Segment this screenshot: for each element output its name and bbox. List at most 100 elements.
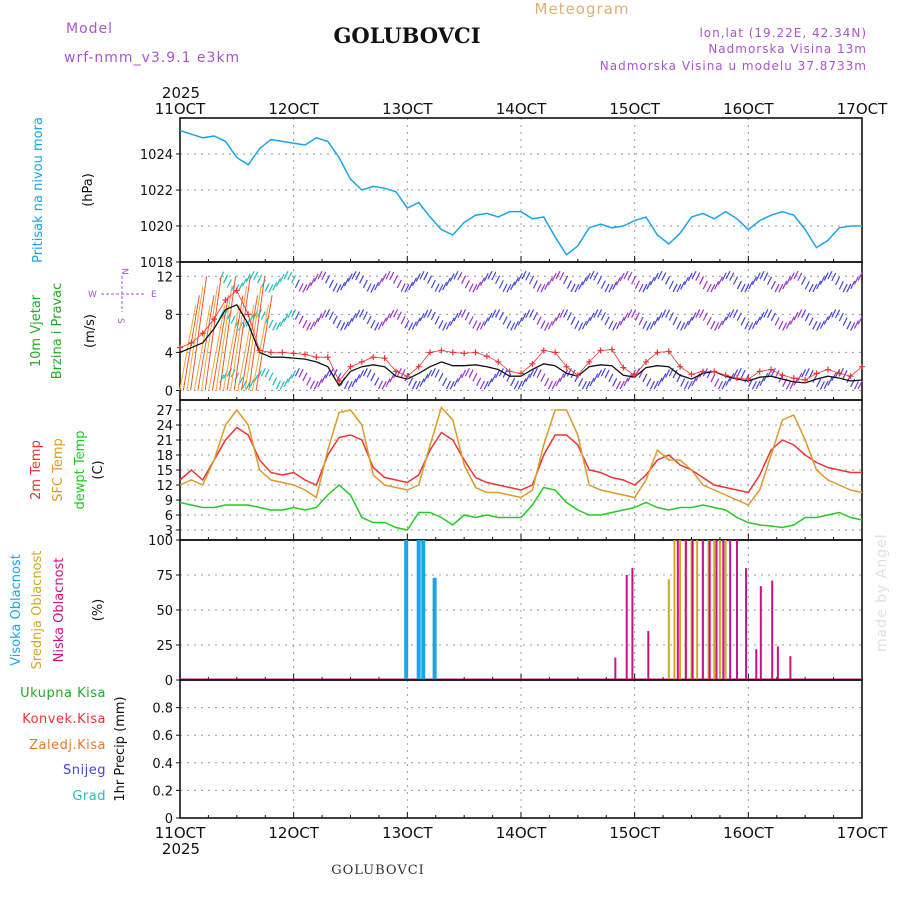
y-tick-label: 12 [156, 479, 173, 494]
wind-arrow [461, 309, 467, 318]
wind-arrow [789, 272, 795, 281]
gust-marker [540, 347, 547, 354]
wind-arrow [623, 377, 629, 387]
wind-arrow [351, 313, 357, 322]
wind-arrow [366, 369, 372, 378]
wind-arrow [396, 367, 402, 377]
y-axis-label: SFC Temp [51, 438, 66, 502]
series-sfc-temp [179, 406, 863, 506]
wind-arrow [751, 276, 757, 285]
wind-arrow [699, 309, 705, 318]
wind-arrow [336, 319, 342, 329]
wind-arrow [355, 271, 361, 281]
elevation-text: Nadmorska Visina 13m [708, 42, 867, 56]
precip-legend-label: Grad [72, 789, 106, 804]
wind-arrow [608, 283, 614, 293]
wind-arrow [623, 270, 629, 280]
wind-arrow [272, 322, 278, 331]
wind-arrow [717, 276, 723, 286]
wind-arrow [782, 280, 788, 290]
wind-arrow [343, 380, 349, 390]
wind-arrow [419, 270, 425, 280]
compass-s: S [115, 318, 125, 324]
panels: 1018 1020 1022 1024 Pritisak na nivou mora (h… [9, 117, 865, 827]
wind-arrow [857, 272, 863, 281]
y-tick-label: 24 [156, 419, 173, 434]
wind-arrow [336, 284, 342, 293]
wind-arrow [581, 276, 587, 286]
wind-arrow [226, 279, 232, 288]
wind-arrow [759, 377, 765, 386]
gust-marker [222, 297, 229, 304]
wind-arrow [714, 322, 720, 331]
gust-marker [506, 368, 513, 375]
y-tick-label: 0.4 [152, 757, 173, 772]
wind-arrow [464, 279, 470, 289]
wind-arrow [581, 380, 587, 390]
gust-marker [597, 347, 604, 354]
y-tick-label: 0 [165, 812, 173, 827]
y-tick-label: 100 [148, 534, 173, 549]
wind-arrow [260, 368, 266, 377]
wind-arrow [816, 322, 822, 331]
wind-arrow [695, 309, 701, 318]
wind-arrow [389, 309, 395, 319]
cloud-bar-niska-oblacnost [701, 540, 704, 680]
gust-marker [427, 349, 434, 356]
wind-arrow [321, 271, 327, 281]
wind-arrow [827, 270, 833, 280]
wind-arrow [283, 378, 289, 388]
wind-arrow [597, 309, 603, 318]
wind-arrow [540, 373, 546, 382]
wind-arrow [744, 320, 750, 330]
wind-arrow [665, 276, 671, 285]
wind-arrow [525, 271, 531, 281]
wind-arrow [665, 369, 671, 378]
x-tick-label-bottom: 16OCT [723, 824, 774, 842]
wind-arrow [774, 283, 780, 293]
x-tick-label-bottom: 12OCT [268, 824, 319, 842]
wind-arrow [374, 377, 380, 386]
cloud-bar-niska-oblacnost [745, 568, 748, 680]
wind-arrow [513, 277, 519, 286]
wind-arrow [857, 316, 863, 325]
gust-marker [620, 364, 627, 371]
wind-arrow [275, 277, 281, 287]
wind-arrow [804, 280, 810, 290]
wind-arrow [521, 270, 527, 280]
wind-arrow [366, 315, 372, 325]
wind-arrow [423, 373, 429, 383]
wind-arrow [551, 380, 557, 390]
wind-arrow [691, 270, 697, 280]
wind-arrow [710, 320, 716, 330]
y-axis-label: Brzina i Pravac [50, 283, 65, 380]
x-tick-label-top: 17OCT [837, 100, 888, 118]
y-tick-label: 18 [156, 449, 173, 464]
wind-arrow [328, 311, 334, 320]
wind-arrow [612, 281, 618, 290]
wind-arrow [532, 311, 538, 321]
wind-arrow [313, 273, 319, 283]
wind-arrow [487, 270, 493, 280]
wind-arrow [748, 280, 754, 290]
wind-arrow [672, 369, 678, 379]
cloud-bar-visoka-oblacnost [421, 540, 426, 680]
gust-marker [336, 377, 343, 384]
gust-hatch [248, 276, 266, 391]
cloud-bar-visoka-oblacnost [404, 540, 409, 680]
wind-arrow [638, 283, 644, 293]
gust-marker [381, 355, 388, 362]
wind-arrow [642, 373, 648, 383]
gust-marker [643, 358, 650, 365]
wind-arrow [298, 368, 304, 378]
wind-arrow [377, 380, 383, 390]
wind-arrow [559, 272, 565, 281]
wind-arrow [468, 283, 474, 292]
wind-arrow [325, 309, 331, 318]
wind-arrow [517, 317, 523, 326]
gust-marker [552, 349, 559, 356]
gust-hatch [237, 304, 255, 391]
wind-arrow [574, 283, 580, 293]
wind-arrow [589, 270, 595, 280]
